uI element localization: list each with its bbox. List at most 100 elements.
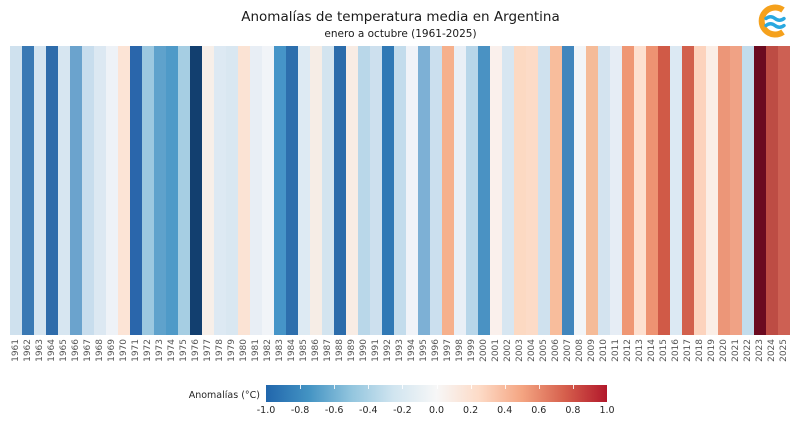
year-label: 1962	[22, 339, 33, 362]
year-label: 1963	[34, 339, 45, 362]
year-label: 1979	[226, 339, 237, 362]
year-stripe	[190, 46, 202, 335]
year-label: 1983	[274, 339, 285, 362]
year-label: 1965	[58, 339, 69, 362]
year-stripe	[10, 46, 22, 335]
colorbar-tick-label: 1.0	[599, 405, 615, 416]
year-label: 2010	[598, 339, 609, 362]
year-stripe	[634, 46, 646, 335]
year-label: 1992	[382, 339, 393, 362]
year-label: 2001	[490, 339, 501, 362]
year-label: 1978	[214, 339, 225, 362]
year-label: 2016	[670, 339, 681, 362]
colorbar-tick-label: -1.0	[256, 405, 276, 416]
year-stripe	[370, 46, 382, 335]
year-stripe	[214, 46, 226, 335]
year-stripe	[310, 46, 322, 335]
year-label: 2009	[586, 339, 597, 362]
year-label: 1980	[238, 339, 249, 362]
year-stripe	[142, 46, 154, 335]
year-label: 2011	[610, 339, 621, 362]
year-label: 2005	[538, 339, 549, 362]
year-label: 1969	[106, 339, 117, 362]
year-stripe	[550, 46, 562, 335]
colorbar-tick-mark	[504, 385, 506, 389]
year-stripe	[706, 46, 718, 335]
year-label: 1989	[346, 339, 357, 362]
year-stripe	[226, 46, 238, 335]
year-stripe	[430, 46, 442, 335]
colorbar-tick-mark	[368, 385, 370, 389]
colorbar-tick-mark	[402, 385, 404, 389]
year-label: 1981	[250, 339, 261, 362]
colorbar-tick-mark	[334, 385, 336, 389]
year-stripe	[82, 46, 94, 335]
colorbar-label: Anomalías (°C)	[188, 390, 260, 401]
year-stripe	[490, 46, 502, 335]
colorbar-tick-label: -0.4	[359, 405, 378, 416]
year-stripe	[562, 46, 574, 335]
colorbar-gradient	[266, 385, 607, 402]
year-stripe	[622, 46, 634, 335]
year-stripe	[334, 46, 346, 335]
year-stripe	[502, 46, 514, 335]
year-label: 1961	[10, 339, 21, 362]
year-label: 2023	[754, 339, 765, 362]
year-stripe	[166, 46, 178, 335]
year-stripe	[250, 46, 262, 335]
year-stripe	[154, 46, 166, 335]
chart-title: Anomalías de temperatura media en Argent…	[241, 9, 560, 25]
year-label: 1990	[358, 339, 369, 362]
year-label: 1987	[322, 339, 333, 362]
year-label: 1986	[310, 339, 321, 362]
year-stripe	[418, 46, 430, 335]
year-label: 2006	[550, 339, 561, 362]
year-label: 2025	[778, 339, 789, 362]
year-stripe	[238, 46, 250, 335]
year-stripe	[394, 46, 406, 335]
year-stripe	[94, 46, 106, 335]
year-stripe	[574, 46, 586, 335]
colorbar-tick-mark	[538, 385, 540, 389]
year-label: 1975	[178, 339, 189, 362]
year-label: 2024	[766, 339, 777, 362]
year-stripe	[454, 46, 466, 335]
year-stripe	[478, 46, 490, 335]
colorbar-tick-mark	[572, 385, 574, 389]
year-stripe	[34, 46, 46, 335]
year-label: 1999	[466, 339, 477, 362]
year-stripe	[682, 46, 694, 335]
colorbar-tick-mark	[300, 385, 302, 389]
year-label: 2015	[658, 339, 669, 362]
year-label: 1976	[190, 339, 201, 362]
year-stripe	[274, 46, 286, 335]
year-label: 2020	[718, 339, 729, 362]
year-stripe	[70, 46, 82, 335]
year-label: 2014	[646, 339, 657, 362]
year-stripe	[754, 46, 766, 335]
year-stripe	[358, 46, 370, 335]
year-label: 1985	[298, 339, 309, 362]
colorbar-tick-label: 0.2	[463, 405, 479, 416]
year-label: 2004	[526, 339, 537, 362]
year-stripe	[778, 46, 790, 335]
colorbar-tick-labels: -1.0 -0.8 -0.6 -0.4 -0.2 0.0 0.2 0.4 0.6 0.8 1.0	[257, 405, 615, 417]
year-label: 1993	[394, 339, 405, 362]
year-label: 1967	[82, 339, 93, 362]
year-label: 2008	[574, 339, 585, 362]
year-stripe	[130, 46, 142, 335]
year-stripe	[298, 46, 310, 335]
year-label: 2003	[514, 339, 525, 362]
year-label: 1988	[334, 339, 345, 362]
colorbar-tick-label: -0.8	[290, 405, 310, 416]
year-stripe	[514, 46, 526, 335]
year-stripe	[286, 46, 298, 335]
colorbar-tick-label: -0.2	[393, 405, 412, 416]
year-stripe	[538, 46, 550, 335]
year-stripe	[442, 46, 454, 335]
year-stripe	[178, 46, 190, 335]
year-label: 1982	[262, 339, 273, 362]
year-stripe	[694, 46, 706, 335]
year-label: 2018	[694, 339, 705, 362]
year-stripe	[262, 46, 274, 335]
